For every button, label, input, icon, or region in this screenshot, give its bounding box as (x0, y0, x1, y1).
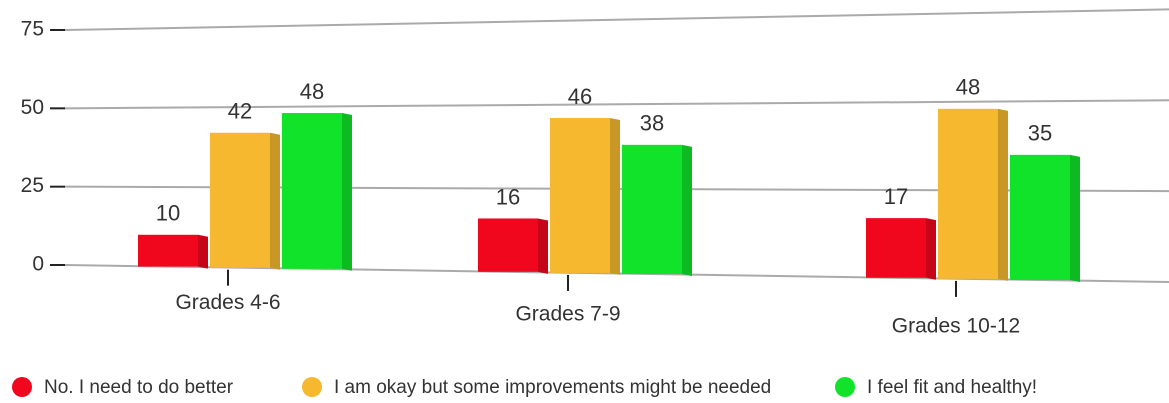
bar-side (270, 132, 280, 270)
bar-side (538, 218, 548, 274)
legend-swatch (302, 377, 322, 397)
y-tick-label: 75 (21, 18, 44, 41)
bar (866, 218, 926, 278)
bar-side (610, 118, 620, 275)
value-label: 48 (956, 75, 980, 100)
value-label: 38 (640, 111, 664, 136)
bar-side (998, 108, 1008, 281)
bar (1010, 154, 1070, 281)
bar-side (926, 218, 936, 280)
bar-side (682, 144, 692, 277)
bar (282, 113, 342, 269)
legend-label: I feel fit and healthy! (867, 377, 1037, 398)
value-label: 42 (228, 99, 252, 124)
legend-swatch (12, 377, 32, 397)
y-tick-label: 25 (21, 174, 44, 197)
bar-side (198, 234, 208, 269)
x-tick-label: Grades 4-6 (175, 291, 280, 314)
y-tick-label: 50 (21, 96, 44, 119)
bar (210, 132, 270, 268)
value-label: 10 (156, 201, 180, 226)
legend-label: No. I need to do better (44, 377, 234, 398)
bar (550, 118, 610, 273)
value-label: 48 (300, 79, 324, 104)
y-tick-label: 0 (32, 253, 44, 276)
x-tick-label: Grades 10-12 (892, 314, 1020, 337)
bar-side (342, 113, 352, 271)
bar-side (1070, 154, 1080, 283)
grid-line (64, 8, 1169, 31)
legend-swatch (835, 377, 855, 397)
value-label: 35 (1028, 121, 1052, 146)
bar (478, 218, 538, 272)
bar (938, 108, 998, 279)
value-label: 46 (568, 84, 592, 109)
legend-label: I am okay but some improvements might be… (334, 377, 771, 398)
grid-line (64, 99, 1169, 110)
x-tick-label: Grades 7-9 (515, 302, 620, 325)
value-label: 17 (884, 184, 908, 209)
bar (622, 144, 682, 275)
value-label: 16 (496, 184, 520, 209)
bar (138, 234, 198, 267)
